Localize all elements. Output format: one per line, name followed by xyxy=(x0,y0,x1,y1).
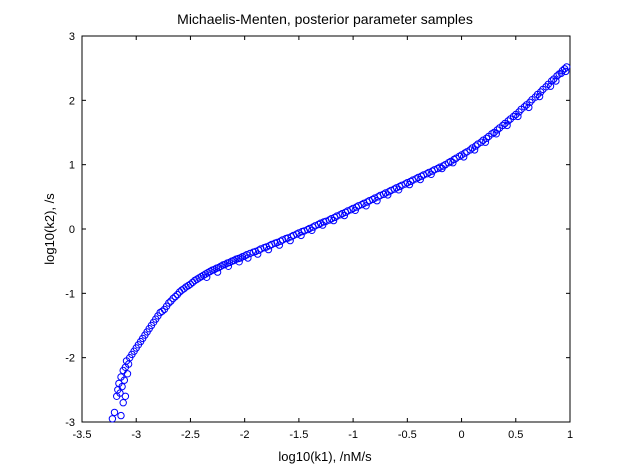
data-point xyxy=(438,164,446,173)
x-axis-label: log10(k1), /nM/s xyxy=(278,449,372,464)
plot-area xyxy=(81,35,571,423)
data-point xyxy=(499,121,507,130)
y-tick-label: -2 xyxy=(65,353,75,365)
data-point xyxy=(482,134,491,143)
chart-title: Michaelis-Menten, posterior parameter sa… xyxy=(177,11,473,27)
data-point xyxy=(472,142,480,150)
data-point xyxy=(116,389,124,397)
data-point xyxy=(525,103,533,112)
data-point xyxy=(504,117,512,125)
x-tick-label: -3.5 xyxy=(73,429,92,441)
data-point xyxy=(308,226,316,235)
data-point xyxy=(520,103,529,111)
data-point xyxy=(118,382,126,391)
data-point xyxy=(297,231,305,240)
data-point xyxy=(203,273,211,281)
y-tick-label: -1 xyxy=(65,288,75,300)
data-point xyxy=(351,206,359,215)
data-point xyxy=(460,153,468,161)
data-point xyxy=(450,155,458,164)
data-point xyxy=(470,146,479,154)
data-point xyxy=(224,262,233,270)
data-point xyxy=(275,241,284,249)
x-tick-label: -2 xyxy=(240,429,250,441)
data-point xyxy=(121,392,130,400)
x-tick-label: 0.5 xyxy=(508,429,523,441)
y-tick-label: 2 xyxy=(69,95,75,107)
data-point xyxy=(120,376,129,384)
data-point xyxy=(286,236,294,245)
data-point xyxy=(384,191,392,199)
data-point xyxy=(340,211,349,220)
x-tick-label: 1 xyxy=(567,429,573,441)
data-point xyxy=(492,130,500,138)
data-point xyxy=(206,267,214,276)
data-point xyxy=(503,121,511,130)
data-point xyxy=(119,399,127,407)
data-point xyxy=(557,69,565,78)
data-point xyxy=(110,408,119,417)
data-point xyxy=(362,202,370,210)
data-point xyxy=(244,254,252,262)
data-point xyxy=(235,258,243,266)
data-point xyxy=(514,112,522,121)
data-point xyxy=(373,197,381,205)
data-point xyxy=(552,77,560,85)
data-point xyxy=(254,250,262,258)
x-tick-label: -0.5 xyxy=(398,429,417,441)
data-point xyxy=(546,82,555,90)
data-point xyxy=(509,112,518,121)
data-point xyxy=(563,63,571,71)
data-point xyxy=(542,83,550,91)
x-tick-label: 0 xyxy=(458,429,464,441)
data-point xyxy=(171,292,180,301)
data-point xyxy=(427,170,435,179)
data-point xyxy=(493,126,501,134)
x-tick-label: -1.5 xyxy=(289,429,308,441)
x-tick-label: -1 xyxy=(348,429,358,441)
data-point xyxy=(117,411,125,420)
data-point xyxy=(158,307,166,315)
data-point xyxy=(165,299,173,307)
y-tick-label: 1 xyxy=(69,160,75,172)
data-point xyxy=(169,294,177,303)
y-tick-label: 0 xyxy=(69,224,75,236)
data-point xyxy=(395,186,403,194)
data-point xyxy=(329,216,338,225)
data-point xyxy=(264,245,273,254)
data-point xyxy=(449,159,457,167)
data-point xyxy=(416,175,424,184)
data-point xyxy=(562,67,570,76)
data-point xyxy=(477,138,485,146)
y-tick-label: -3 xyxy=(65,417,75,429)
x-axis: -3.5 -3 -2.5 -2 -1.5 -1 -0.5 0 0.5 1 xyxy=(73,36,573,441)
data-points xyxy=(108,63,571,423)
data-point xyxy=(243,251,251,259)
x-tick-label: -2.5 xyxy=(181,429,200,441)
data-point xyxy=(186,280,195,288)
x-tick-label: -3 xyxy=(131,429,141,441)
y-tick-label: 3 xyxy=(69,31,75,43)
y-axis-label: log10(k2), /s xyxy=(42,193,57,265)
data-point xyxy=(108,415,117,423)
data-point xyxy=(405,180,414,189)
data-point xyxy=(547,77,556,85)
data-point xyxy=(466,146,474,154)
data-point xyxy=(213,268,222,276)
data-point xyxy=(535,92,544,101)
data-point xyxy=(481,138,490,146)
data-point xyxy=(123,370,132,378)
data-point xyxy=(319,221,327,229)
y-axis: -3 -2 -1 0 1 2 3 xyxy=(65,31,570,429)
